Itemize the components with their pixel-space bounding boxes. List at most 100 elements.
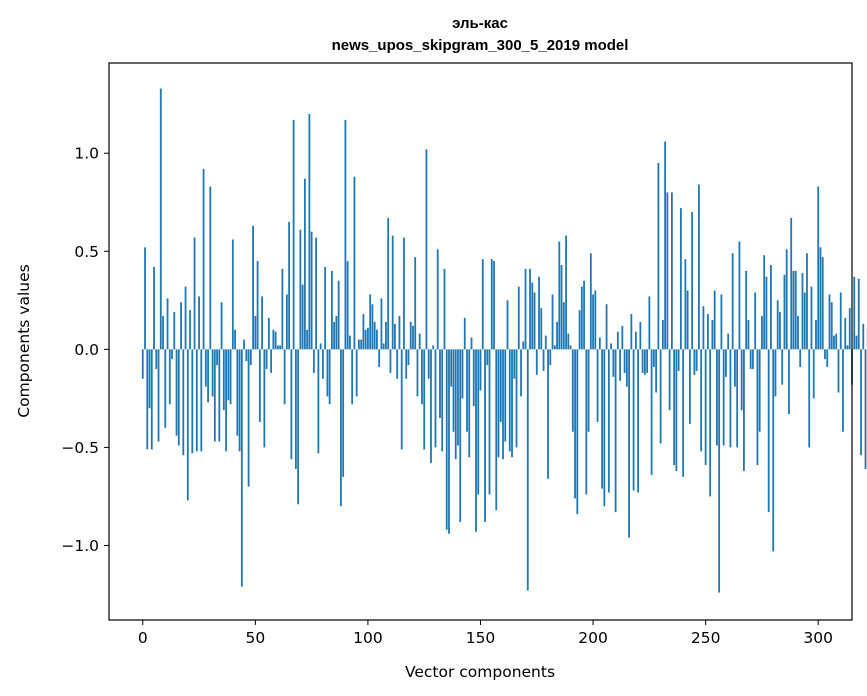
bar bbox=[614, 349, 617, 513]
bar bbox=[650, 349, 653, 475]
bar bbox=[567, 333, 570, 350]
bar bbox=[639, 321, 642, 350]
bar bbox=[351, 349, 354, 405]
bar bbox=[688, 349, 691, 424]
bar bbox=[337, 280, 340, 350]
bar bbox=[182, 349, 185, 456]
bar bbox=[783, 274, 786, 350]
bar bbox=[495, 349, 498, 511]
bar bbox=[276, 345, 279, 350]
bar bbox=[738, 241, 741, 350]
bar bbox=[263, 349, 266, 448]
bar bbox=[484, 349, 486, 522]
bar bbox=[457, 349, 459, 446]
y-tick-label: 0.0 bbox=[74, 341, 99, 359]
bar bbox=[425, 149, 428, 350]
x-tick-label: 0 bbox=[138, 629, 148, 647]
bar bbox=[207, 349, 209, 403]
bar bbox=[758, 349, 761, 432]
bar bbox=[747, 319, 750, 350]
bar bbox=[441, 349, 444, 452]
bar bbox=[623, 349, 626, 373]
bar bbox=[634, 331, 637, 350]
bar bbox=[231, 239, 234, 350]
bar bbox=[477, 349, 480, 495]
bar bbox=[565, 235, 567, 350]
bar bbox=[598, 337, 601, 350]
bar bbox=[148, 349, 151, 409]
bar bbox=[790, 217, 793, 350]
bar bbox=[258, 349, 261, 422]
bar bbox=[376, 329, 378, 350]
bar bbox=[412, 325, 414, 350]
bar bbox=[414, 257, 417, 350]
bar bbox=[745, 270, 748, 350]
bar bbox=[603, 349, 606, 507]
bar bbox=[400, 349, 403, 450]
bar bbox=[799, 349, 802, 367]
bar bbox=[407, 349, 410, 366]
bar bbox=[837, 349, 840, 393]
bar bbox=[193, 237, 196, 350]
bar bbox=[830, 302, 833, 350]
bar bbox=[574, 349, 576, 499]
bar bbox=[792, 270, 795, 350]
bar bbox=[556, 321, 558, 350]
bar bbox=[607, 349, 610, 493]
bar bbox=[213, 349, 216, 442]
bar bbox=[369, 294, 372, 350]
bar bbox=[220, 302, 223, 350]
bar bbox=[166, 298, 169, 350]
bar bbox=[562, 302, 565, 350]
bar bbox=[333, 321, 336, 350]
bar bbox=[317, 349, 320, 454]
bar bbox=[664, 141, 667, 350]
bar bbox=[632, 349, 635, 491]
bar bbox=[497, 349, 500, 458]
bar bbox=[815, 319, 817, 350]
bar bbox=[299, 229, 302, 350]
bar bbox=[349, 335, 351, 350]
bar bbox=[502, 349, 504, 460]
bar bbox=[396, 349, 399, 379]
x-axis-label: Vector components bbox=[405, 663, 555, 681]
bar bbox=[657, 163, 660, 350]
bar bbox=[270, 349, 273, 373]
bar bbox=[797, 316, 799, 350]
bar bbox=[362, 314, 365, 350]
bar bbox=[385, 321, 387, 350]
bar bbox=[225, 349, 227, 452]
bar bbox=[610, 343, 612, 350]
bar bbox=[819, 247, 822, 350]
bar bbox=[731, 253, 734, 350]
bar bbox=[707, 314, 709, 350]
bar bbox=[290, 349, 293, 460]
bar bbox=[522, 341, 525, 350]
bar bbox=[826, 349, 829, 367]
bar bbox=[668, 349, 671, 411]
bar bbox=[254, 316, 257, 350]
bar bbox=[432, 345, 435, 350]
bar bbox=[749, 349, 752, 369]
bar bbox=[711, 319, 714, 350]
bar bbox=[283, 349, 286, 405]
bar bbox=[358, 339, 360, 350]
bar bbox=[416, 349, 419, 397]
bar bbox=[693, 349, 696, 375]
bar bbox=[288, 221, 291, 350]
bar bbox=[860, 349, 862, 456]
bar bbox=[463, 317, 466, 350]
bar bbox=[486, 349, 489, 366]
bar bbox=[637, 349, 640, 493]
bar bbox=[488, 349, 491, 495]
bar bbox=[195, 349, 198, 452]
bar bbox=[243, 339, 245, 350]
bar bbox=[504, 349, 507, 442]
bar bbox=[713, 290, 716, 350]
bar bbox=[427, 349, 430, 379]
bar bbox=[164, 349, 167, 428]
bar bbox=[616, 331, 619, 350]
bar bbox=[612, 349, 615, 377]
bar bbox=[752, 349, 754, 369]
bar bbox=[720, 294, 723, 350]
